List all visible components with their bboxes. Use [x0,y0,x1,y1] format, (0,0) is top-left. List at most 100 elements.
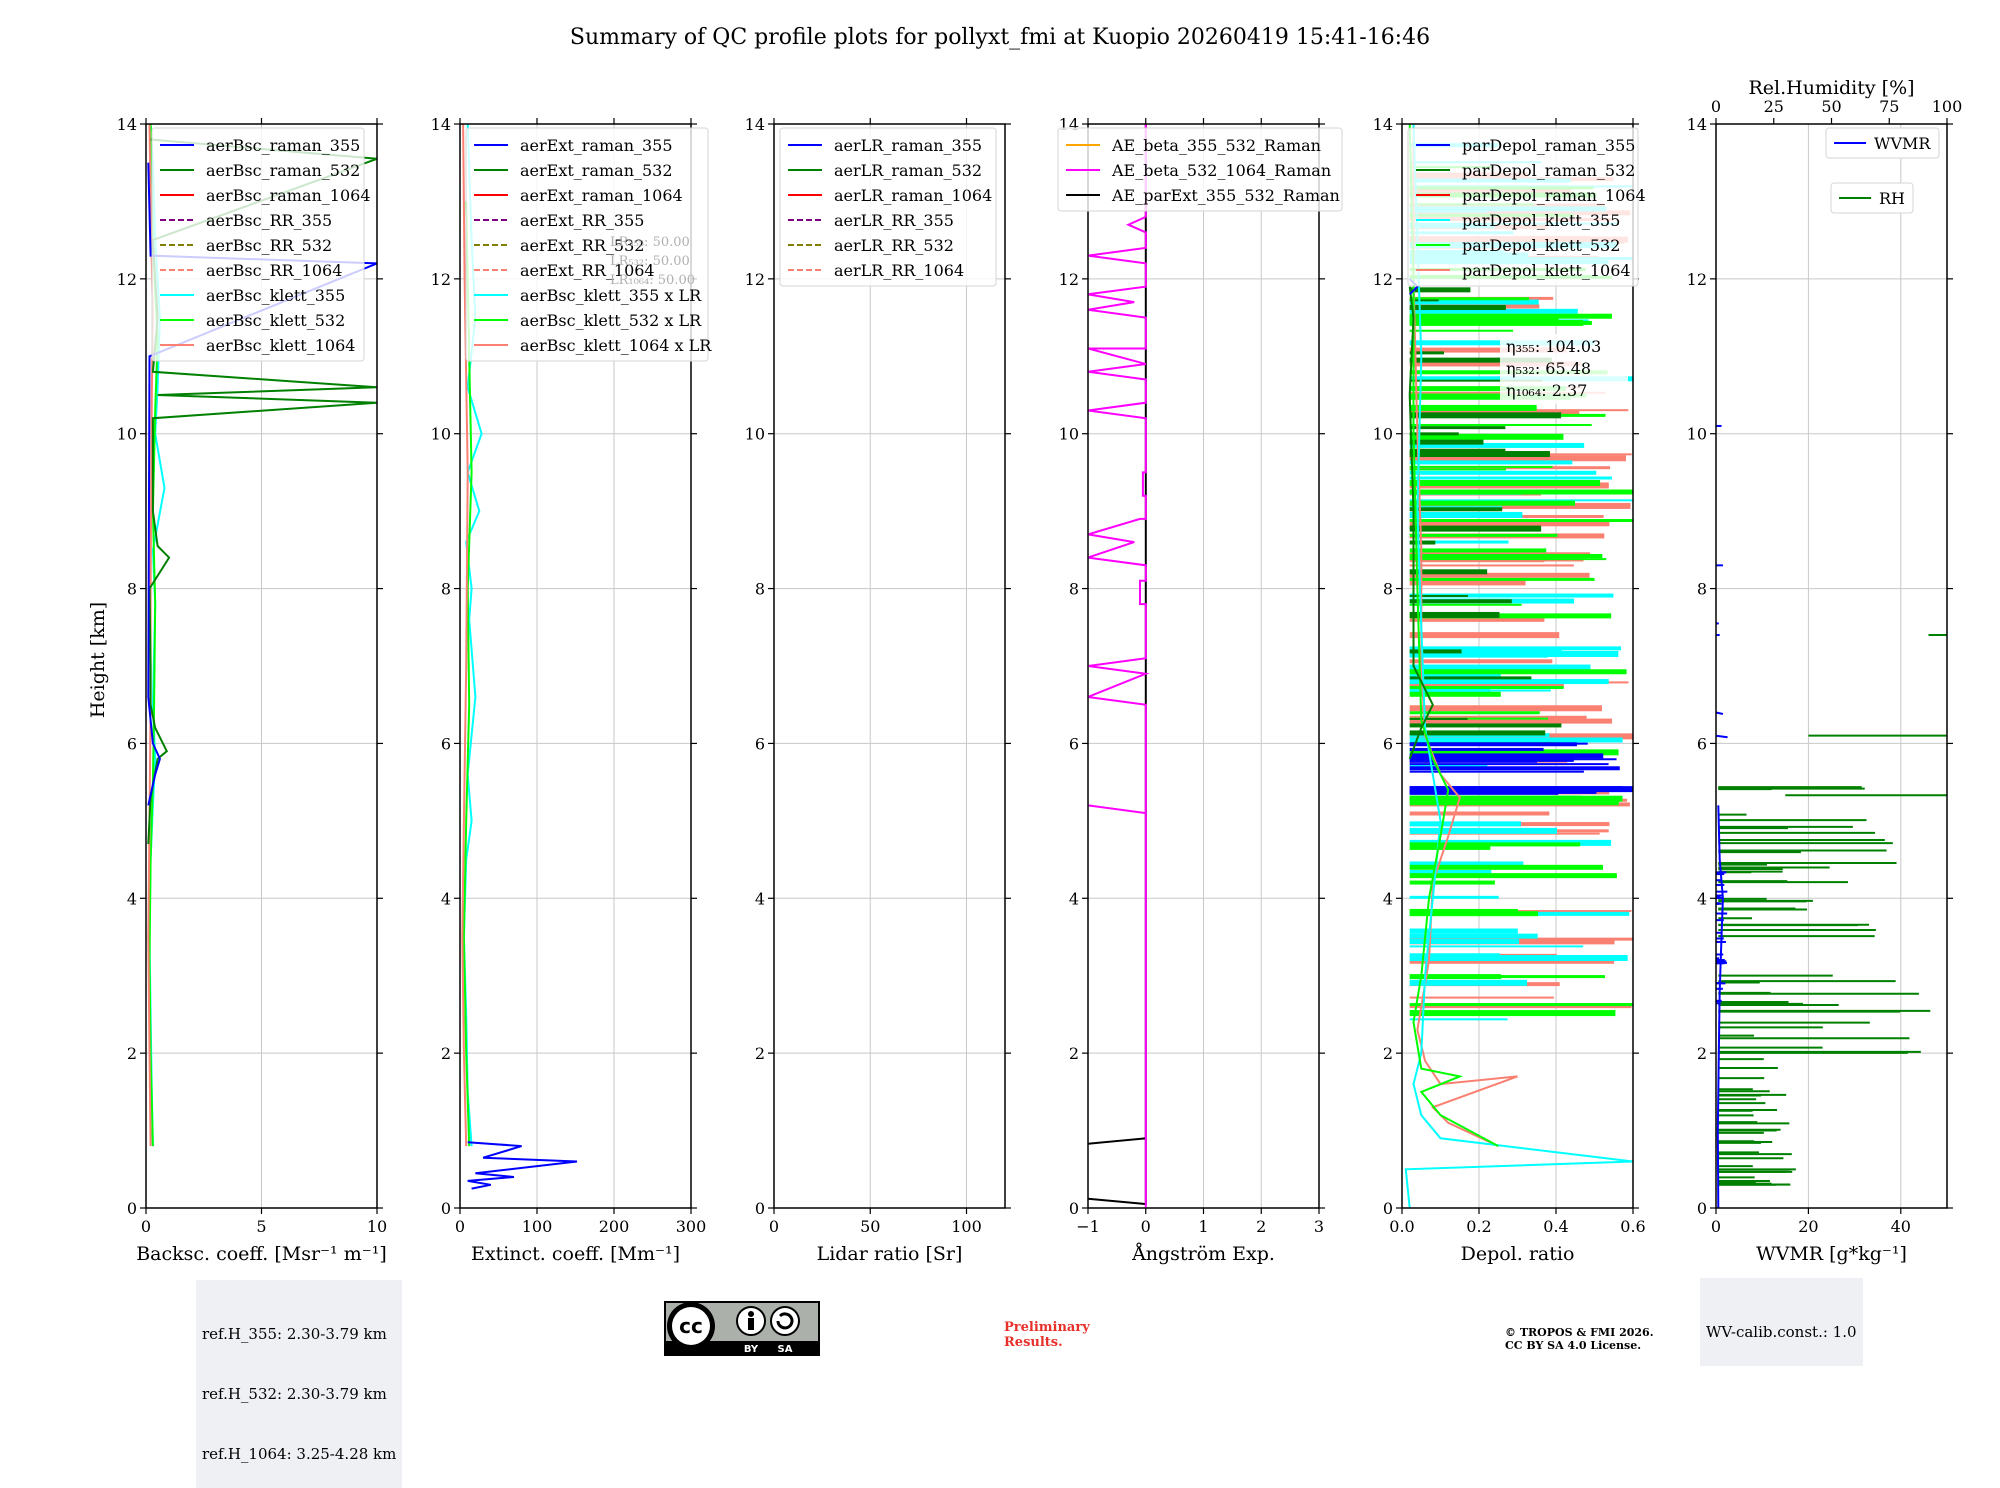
y-tick-label: 4 [441,889,451,908]
mark-parDepol_klett_355 [1409,939,1520,945]
y-tick-label: 12 [1373,270,1393,289]
panel-ext: 0 100 200 300 0 2 4 6 8 10 12 14 Extinct. coeff. [Mm… [431,115,713,1265]
mark-parDepol_klett_1064 [1409,632,1560,639]
mark-parDepol_klett_355 [1409,679,1609,685]
mark-parDepol_klett_532 [1409,577,1595,581]
legend-label: aerBsc_klett_532 [206,311,345,330]
mark-parDepol_raman_532 [1409,540,1436,545]
eta-label: η₅₃₂: 65.48 [1506,359,1591,378]
y-tick-label: 0 [755,1199,765,1218]
y-tick-label: 2 [1069,1044,1079,1063]
mark-parDepol_klett_1064 [1409,996,1554,999]
legend-box [465,127,709,362]
mark-parDepol_raman_355 [1409,786,1622,790]
y-tick-label: 4 [1697,889,1707,908]
mark-parDepol_klett_355 [1409,511,1523,518]
x-axis-label-bsc: Backsc. coeff. [Msr⁻¹ m⁻¹] [136,1243,387,1265]
figure-title: Summary of QC profile plots for pollyxt_… [570,25,1430,50]
mark-parDepol_klett_532 [1409,975,1605,979]
y-tick-label: 2 [127,1044,137,1063]
mark-parDepol_klett_532 [1409,518,1633,522]
ref-height-532: ref.H_532: 2.30-3.79 km [202,1385,387,1403]
y-tick-label: 10 [1687,425,1707,444]
legend-label: aerBsc_klett_355 x LR [520,286,702,305]
axes-frame [1715,123,1948,1209]
y-tick-label: 8 [1383,580,1393,599]
x-tick-label: 50 [860,1217,880,1236]
series-parDepol_klett_355 [1404,124,1633,1208]
mark-parDepol_raman_532 [1409,717,1468,720]
y-tick-label: 0 [1383,1199,1393,1218]
mark-parDepol_klett_355 [1409,460,1573,465]
mark-parDepol_raman_532 [1409,432,1459,436]
y-tick-label: 2 [755,1044,765,1063]
legend-label: aerExt_raman_355 [520,136,673,155]
cc-license-badge: cc BY SA [664,1301,820,1356]
mark-parDepol_klett_532 [1409,1010,1616,1017]
x-axis-label-ae: Ångström Exp. [1131,1243,1275,1265]
lr-label: LR₁₀₆₄: 50.00 [610,273,695,288]
x-tick-label: 1 [1198,1217,1208,1236]
mark-parDepol_klett_532 [1409,313,1612,319]
mark-parDepol_klett_532 [1409,558,1607,561]
mark-parDepol_raman_532 [1409,299,1439,302]
x-tick-label: 0.0 [1389,1217,1414,1236]
mark-parDepol_klett_355 [1409,821,1522,827]
mark-parDepol_klett_532 [1409,423,1592,426]
mark-parDepol_klett_1064 [1409,958,1615,964]
y-tick-label: 6 [1069,734,1079,753]
x-tick-label: 100 [951,1217,982,1236]
mark-parDepol_klett_355 [1409,649,1562,656]
y-tick-label: 4 [127,889,137,908]
mark-parDepol_klett_1064 [1409,659,1553,664]
legend-label: aerBsc_klett_1064 x LR [520,336,712,355]
top-x-tick-label: 25 [1764,97,1784,116]
mark-parDepol_raman_532 [1409,448,1506,453]
mark-parDepol_raman_355 [1409,790,1559,795]
axes-frame [773,123,1006,1209]
series-parDepol_raman_532 [1408,286,1434,760]
mark-parDepol_raman_532 [1409,351,1444,355]
legend-label: aerBsc_raman_355 [206,136,360,155]
y-tick-label: 6 [755,734,765,753]
mark-parDepol_klett_532 [1409,297,1529,301]
y-tick-label: 10 [117,425,137,444]
mark-parDepol_klett_532 [1409,842,1581,847]
y-tick-label: 10 [745,425,765,444]
x-tick-label: −1 [1076,1217,1100,1236]
eta-labels: η₃₅₅: 104.03 η₅₃₂: 65.48 η₁₀₆₄: 2.37 [1500,334,1628,404]
legend-label: aerLR_raman_532 [834,161,982,180]
mark-parDepol_klett_355 [1409,299,1539,305]
mark-parDepol_klett_355 [1409,895,1499,899]
mark-parDepol_klett_355 [1409,945,1584,948]
y-tick-label: 14 [1687,115,1707,134]
y-tick-label: 4 [755,889,765,908]
mark-parDepol_raman_532 [1409,439,1484,445]
mark-parDepol_klett_1064 [1409,910,1632,913]
y-tick-label: 8 [755,580,765,599]
x-tick-label: 0 [1711,1217,1721,1236]
mark-parDepol_klett_532 [1409,433,1564,440]
top-x-tick-label: 0 [1711,97,1721,116]
y-axis-label: Height [km] [87,602,109,718]
legend-label: aerExt_RR_355 [520,211,644,230]
legend-ext: aerExt_raman_355 aerExt_raman_532 aerExt_r… [465,127,712,362]
cc-circle-inner [672,1307,710,1345]
top-x-axis-label: Rel.Humidity [%] [1748,77,1914,99]
ref-height-1064: ref.H_1064: 3.25-4.28 km [202,1445,397,1463]
x-tick-label: 10 [367,1217,387,1236]
mark-parDepol_klett_1064 [1409,572,1590,578]
legend-depol: parDepol_raman_355 parDepol_raman_532 parD… [1407,127,1646,287]
y-tick-label: 12 [431,270,451,289]
mark-parDepol_klett_355 [1409,955,1628,962]
y-tick-label: 8 [1069,580,1079,599]
wv-calib-text: WV-calib.const.: 1.0 [1706,1323,1857,1341]
mark-parDepol_klett_355 [1409,827,1557,834]
legend-box [151,127,365,362]
mark-parDepol_klett_532 [1409,749,1619,756]
mark-parDepol_klett_532 [1409,603,1522,606]
mark-parDepol_klett_532 [1409,386,1566,392]
top-x-tick-label: 100 [1932,97,1963,116]
cc-logo-text: cc [679,1314,703,1338]
